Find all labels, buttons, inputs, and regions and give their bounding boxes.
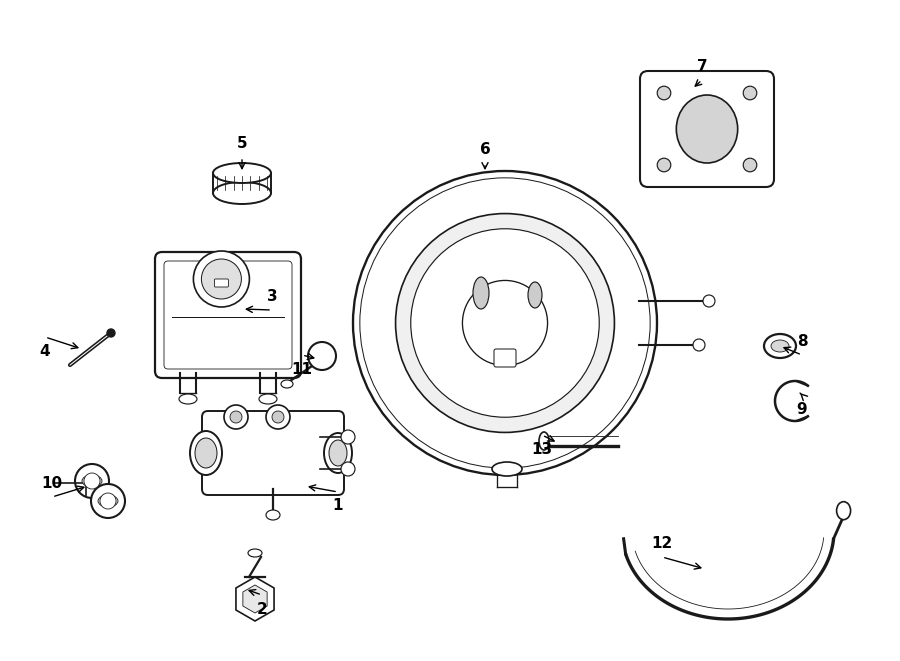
Ellipse shape bbox=[259, 394, 277, 404]
Ellipse shape bbox=[281, 380, 293, 388]
Text: 12: 12 bbox=[652, 535, 672, 551]
Text: 13: 13 bbox=[531, 442, 553, 457]
Ellipse shape bbox=[324, 433, 352, 473]
Ellipse shape bbox=[190, 431, 222, 475]
Circle shape bbox=[396, 214, 615, 432]
Text: 1: 1 bbox=[333, 498, 343, 514]
Circle shape bbox=[75, 464, 109, 498]
Ellipse shape bbox=[266, 510, 280, 520]
FancyBboxPatch shape bbox=[494, 349, 516, 367]
Ellipse shape bbox=[195, 438, 217, 468]
Circle shape bbox=[410, 229, 599, 417]
Text: 6: 6 bbox=[480, 141, 491, 157]
Ellipse shape bbox=[98, 495, 118, 507]
Text: 7: 7 bbox=[697, 59, 707, 73]
Circle shape bbox=[657, 158, 670, 172]
Text: 5: 5 bbox=[237, 136, 248, 151]
Ellipse shape bbox=[771, 340, 789, 352]
Ellipse shape bbox=[676, 95, 738, 163]
Circle shape bbox=[202, 259, 241, 299]
Circle shape bbox=[657, 86, 670, 100]
Ellipse shape bbox=[528, 282, 542, 308]
Text: 9: 9 bbox=[796, 401, 807, 416]
Text: 8: 8 bbox=[796, 334, 807, 348]
Circle shape bbox=[230, 411, 242, 423]
Circle shape bbox=[224, 405, 248, 429]
Circle shape bbox=[463, 280, 547, 366]
Polygon shape bbox=[243, 585, 267, 613]
FancyBboxPatch shape bbox=[155, 252, 301, 378]
Circle shape bbox=[743, 86, 757, 100]
Circle shape bbox=[272, 411, 284, 423]
Ellipse shape bbox=[213, 163, 271, 183]
Ellipse shape bbox=[837, 502, 850, 520]
Ellipse shape bbox=[213, 182, 271, 204]
Text: 10: 10 bbox=[41, 475, 63, 490]
Text: 11: 11 bbox=[292, 362, 312, 377]
Circle shape bbox=[91, 484, 125, 518]
Circle shape bbox=[100, 493, 116, 509]
Circle shape bbox=[743, 158, 757, 172]
Ellipse shape bbox=[473, 277, 489, 309]
Ellipse shape bbox=[329, 440, 347, 466]
Polygon shape bbox=[236, 577, 274, 621]
FancyBboxPatch shape bbox=[640, 71, 774, 187]
Circle shape bbox=[266, 405, 290, 429]
Circle shape bbox=[341, 462, 355, 476]
Ellipse shape bbox=[179, 394, 197, 404]
Ellipse shape bbox=[539, 432, 549, 450]
Circle shape bbox=[308, 342, 336, 370]
Circle shape bbox=[341, 430, 355, 444]
Circle shape bbox=[107, 329, 115, 337]
Circle shape bbox=[703, 295, 715, 307]
Ellipse shape bbox=[82, 475, 102, 487]
Text: 2: 2 bbox=[256, 602, 267, 617]
Circle shape bbox=[693, 339, 705, 351]
Circle shape bbox=[353, 171, 657, 475]
Ellipse shape bbox=[492, 462, 522, 476]
Circle shape bbox=[194, 251, 249, 307]
Ellipse shape bbox=[248, 549, 262, 557]
FancyBboxPatch shape bbox=[202, 411, 344, 495]
Circle shape bbox=[84, 473, 100, 489]
FancyBboxPatch shape bbox=[214, 279, 229, 287]
Ellipse shape bbox=[764, 334, 796, 358]
Text: 3: 3 bbox=[266, 288, 277, 303]
Text: 4: 4 bbox=[40, 344, 50, 358]
